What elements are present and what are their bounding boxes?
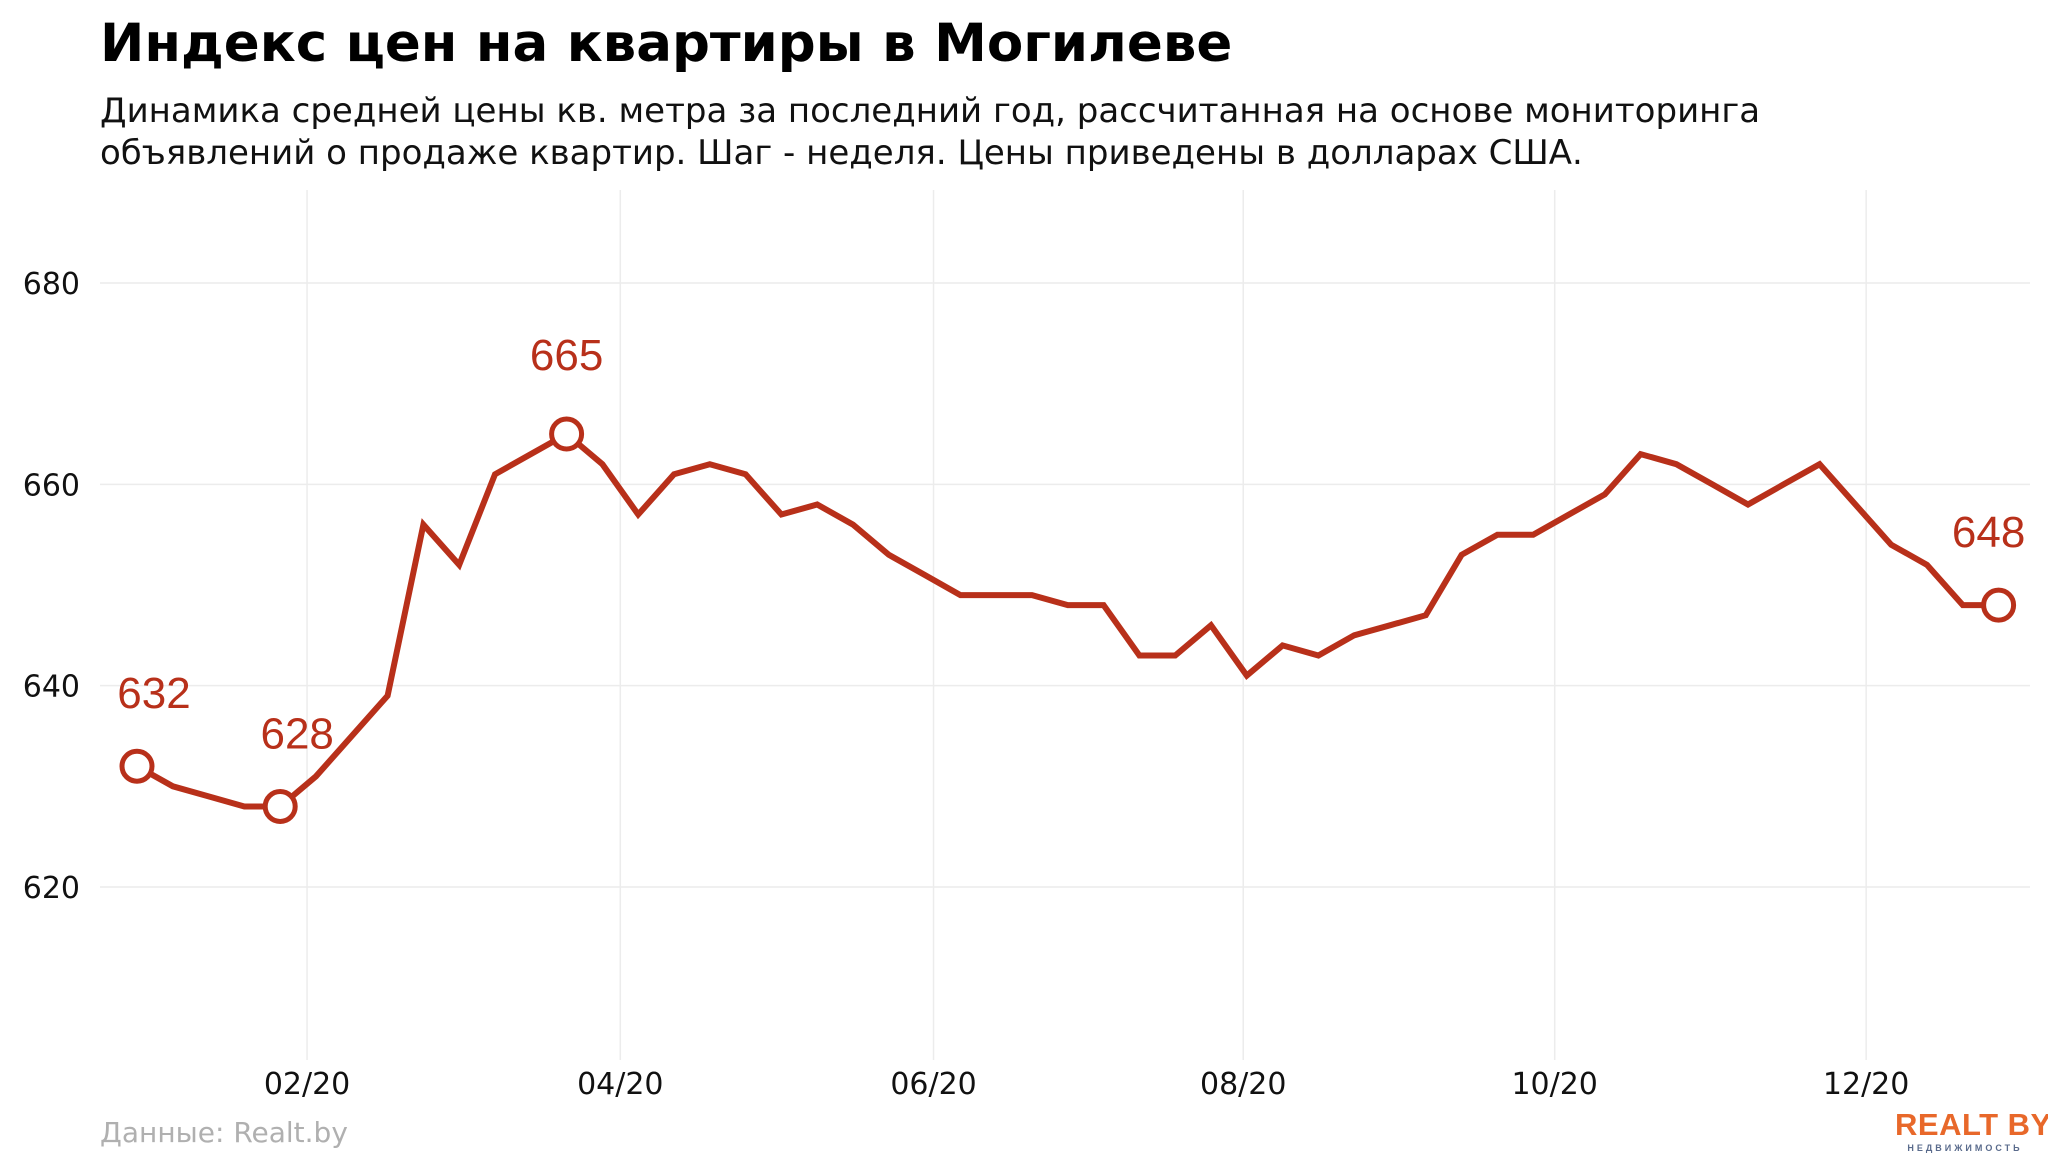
data-label-665: 665 [530, 331, 603, 380]
subtitle-line-1: Динамика средней цены кв. метра за после… [100, 91, 1761, 131]
logo-subtext: НЕДВИЖИМОСТЬ [1907, 1143, 2023, 1153]
subtitle-line-2: объявлений о продаже квартир. Шаг - неде… [100, 133, 1583, 173]
logo-text: REALT BY [1895, 1107, 2048, 1142]
marker-632 [119, 748, 155, 784]
data-label-632: 632 [117, 669, 190, 718]
y-axis: 620 640 660 680 [23, 267, 80, 906]
x-tick-label-06-20: 06/20 [890, 1067, 976, 1102]
y-tick-label-620: 620 [23, 871, 80, 906]
x-axis: 02/20 04/20 06/20 08/20 10/20 12/20 [264, 1067, 1910, 1102]
x-tick-label-04-20: 04/20 [577, 1067, 663, 1102]
price-series-line [134, 430, 2002, 810]
series-layer [134, 430, 2002, 810]
y-tick-label-640: 640 [23, 670, 80, 705]
annotation-markers [119, 416, 2017, 824]
grid-layer [100, 190, 2030, 1060]
annotation-labels: 632 628 665 648 [117, 331, 2025, 758]
y-tick-label-660: 660 [23, 468, 80, 503]
y-tick-label-680: 680 [23, 267, 80, 302]
realt-logo[interactable]: REALT BY НЕДВИЖИМОСТЬ [1895, 1107, 2048, 1154]
chart-subtitle: Динамика средней цены кв. метра за после… [100, 90, 1800, 174]
marker-665 [549, 416, 585, 452]
data-label-648: 648 [1952, 508, 2025, 557]
x-tick-label-12-20: 12/20 [1823, 1067, 1909, 1102]
chart-title: Индекс цен на квартиры в Могилеве [100, 13, 1233, 74]
marker-628 [262, 788, 298, 824]
x-tick-label-08-20: 08/20 [1200, 1067, 1286, 1102]
data-source: Данные: Realt.by [100, 1116, 348, 1149]
marker-648 [1981, 587, 2017, 623]
x-tick-label-02-20: 02/20 [264, 1067, 350, 1102]
x-tick-label-10-20: 10/20 [1511, 1067, 1597, 1102]
data-label-628: 628 [260, 709, 333, 758]
